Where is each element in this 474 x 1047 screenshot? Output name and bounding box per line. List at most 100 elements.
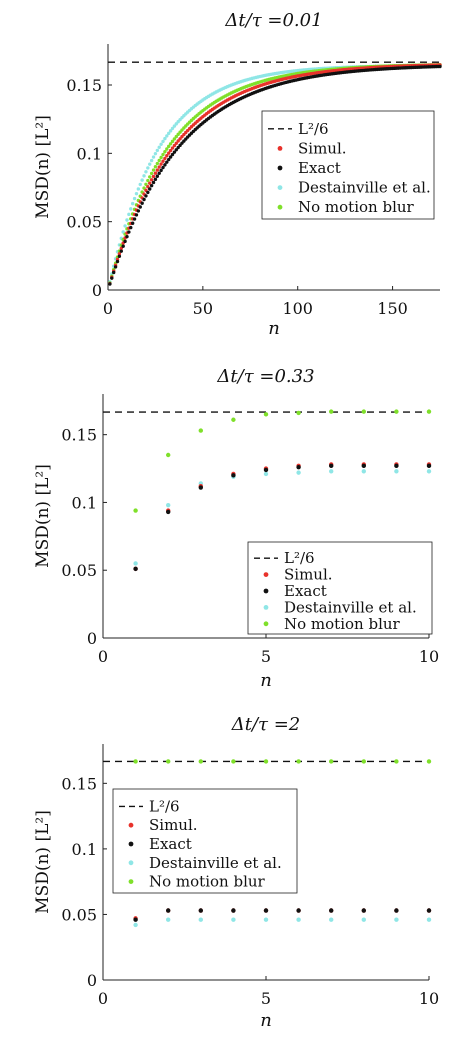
legend-label: Simul. xyxy=(149,816,198,834)
series-no_blur xyxy=(133,759,432,764)
legend-box xyxy=(112,788,298,894)
data-point xyxy=(130,201,135,206)
data-point xyxy=(329,908,334,913)
data-point xyxy=(161,139,165,144)
x-tick-label: 0 xyxy=(98,647,108,666)
data-point xyxy=(394,908,399,913)
data-point xyxy=(151,155,156,159)
data-point xyxy=(163,150,167,154)
data-point xyxy=(168,142,173,146)
data-point xyxy=(329,759,334,764)
series-no_blur xyxy=(108,63,442,285)
y-tick-label: 0.1 xyxy=(77,144,102,163)
data-point xyxy=(117,252,122,256)
data-point xyxy=(136,209,141,213)
data-point xyxy=(159,142,163,146)
data-point xyxy=(153,165,158,169)
data-point xyxy=(296,465,301,470)
data-point xyxy=(132,196,137,201)
data-point xyxy=(296,759,301,764)
x-tick-label: 0 xyxy=(103,299,113,318)
data-point xyxy=(170,139,175,144)
data-point xyxy=(117,254,122,258)
y-tick-label: 0.1 xyxy=(72,840,97,859)
data-point xyxy=(134,191,139,196)
y-axis-label: MSD(n) [L²] xyxy=(33,464,53,568)
legend-label: No motion blur xyxy=(298,198,415,216)
data-point xyxy=(174,148,178,152)
data-point xyxy=(115,259,120,264)
data-point xyxy=(133,917,138,922)
data-point xyxy=(394,469,399,474)
chart-panel-3: Δt/τ =2 0 5 10 0 0.05 0.1 0.15 n MSD(n) [L²] L²/6S… xyxy=(33,714,439,1031)
data-point xyxy=(134,213,139,217)
data-point xyxy=(166,917,171,922)
data-point xyxy=(108,282,112,286)
data-point xyxy=(296,908,301,913)
data-point xyxy=(166,908,171,913)
data-point xyxy=(113,265,118,269)
data-point xyxy=(263,471,269,477)
y-tick-label: 0 xyxy=(87,971,97,990)
chart-title: Δt/τ =2 xyxy=(231,714,301,735)
data-point xyxy=(170,146,175,150)
data-point xyxy=(172,150,177,154)
data-point xyxy=(142,186,146,190)
data-point xyxy=(140,178,144,182)
data-point xyxy=(263,908,269,913)
legend-label: No motion blur xyxy=(284,615,401,633)
x-tick-label: 10 xyxy=(419,647,439,666)
data-point xyxy=(426,917,432,922)
legend-swatch-no_blur xyxy=(277,204,283,210)
x-tick-label: 5 xyxy=(261,989,271,1008)
data-point xyxy=(263,467,269,473)
legend-label: L²/6 xyxy=(149,797,180,815)
legend-label: Destainville et al. xyxy=(284,598,417,616)
data-point xyxy=(231,417,236,422)
data-point xyxy=(394,409,399,414)
data-point xyxy=(155,174,160,178)
legend-label: Simul. xyxy=(284,566,333,584)
data-point xyxy=(140,201,144,205)
data-point xyxy=(119,246,123,251)
data-point xyxy=(149,158,154,163)
data-point xyxy=(121,244,125,248)
legend-swatch-simul xyxy=(277,146,283,151)
y-tick-label: 0.15 xyxy=(66,76,102,95)
data-point xyxy=(361,917,366,922)
data-point xyxy=(167,131,171,136)
data-point xyxy=(163,136,167,141)
data-point xyxy=(296,470,301,475)
chart-panel-2: Δt/τ =0.33 0 5 10 0 0.05 0.1 0.15 n MSD(n) [L²] L²… xyxy=(33,366,439,691)
chart-title: Δt/τ =0.01 xyxy=(224,10,322,31)
data-point xyxy=(165,160,169,164)
data-point xyxy=(133,508,138,513)
data-point xyxy=(296,410,301,416)
data-point xyxy=(163,156,167,161)
legend-label: Exact xyxy=(149,835,192,853)
x-tick-label: 150 xyxy=(377,299,408,318)
data-point xyxy=(132,217,137,221)
data-point xyxy=(426,409,432,414)
data-point xyxy=(168,148,173,153)
data-point xyxy=(142,174,146,178)
y-tick-label: 0.05 xyxy=(61,905,97,924)
data-point xyxy=(159,155,163,160)
data-point xyxy=(119,249,123,253)
data-point xyxy=(329,409,334,414)
y-axis-label: MSD(n) [L²] xyxy=(33,810,53,914)
legend-label: No motion blur xyxy=(149,873,266,891)
data-point xyxy=(110,276,114,280)
x-tick-label: 5 xyxy=(261,647,271,666)
data-point xyxy=(142,197,146,202)
x-tick-label: 50 xyxy=(193,299,213,318)
data-point xyxy=(125,234,129,239)
series-exact xyxy=(108,64,442,286)
data-point xyxy=(133,759,138,764)
legend-label: L²/6 xyxy=(298,120,329,138)
x-axis-label: n xyxy=(260,1010,272,1031)
y-tick-label: 0 xyxy=(92,281,102,300)
data-point xyxy=(231,908,236,913)
